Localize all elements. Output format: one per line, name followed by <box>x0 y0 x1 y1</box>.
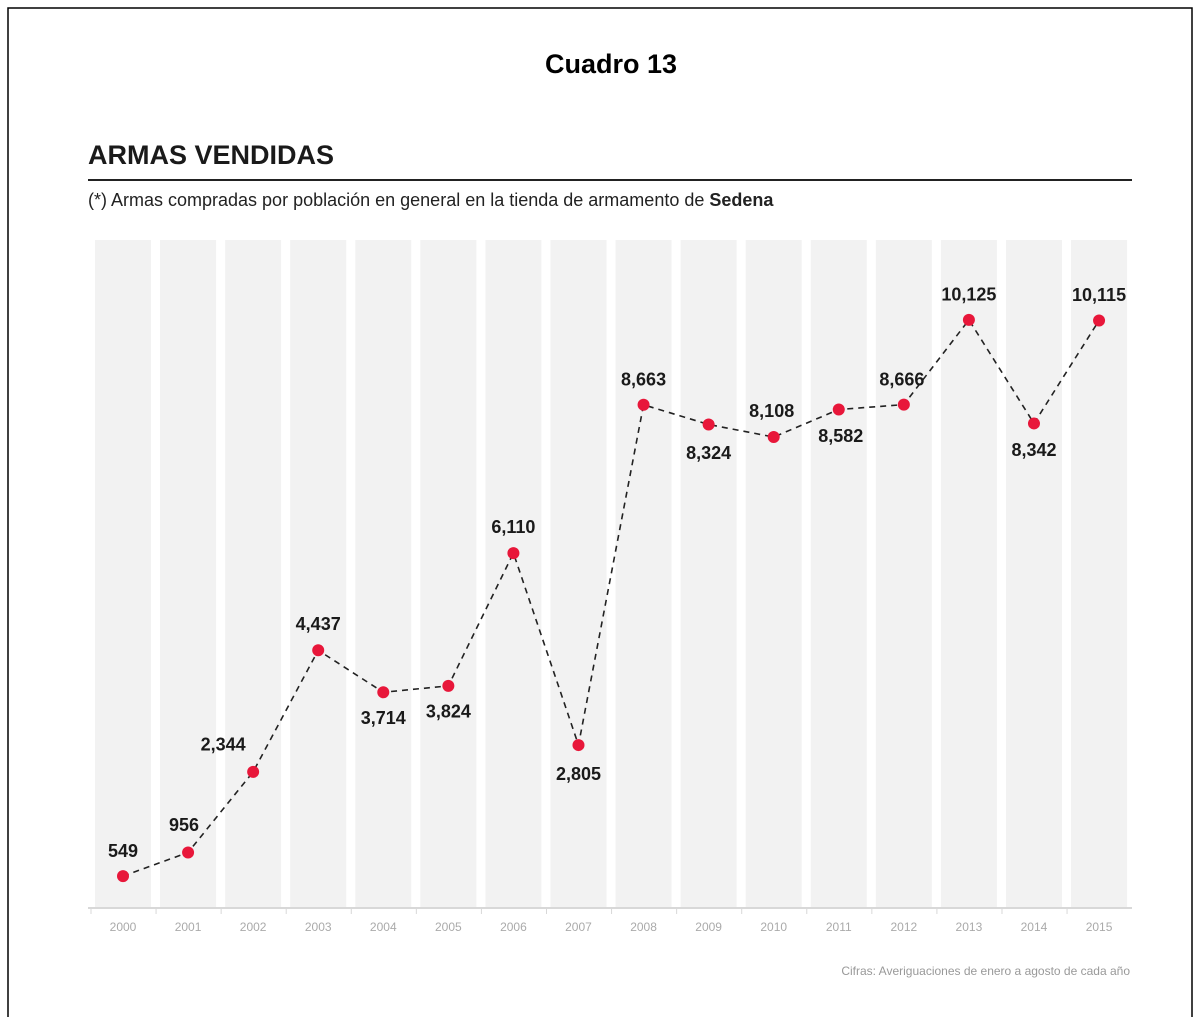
x-tick-label: 2007 <box>565 920 592 934</box>
category-band <box>1005 240 1062 908</box>
point <box>442 679 455 692</box>
category-band <box>225 240 282 908</box>
point <box>637 398 650 411</box>
data-label: 549 <box>108 841 138 861</box>
category-band <box>485 240 542 908</box>
point <box>247 765 260 778</box>
x-tick-label: 2001 <box>175 920 202 934</box>
source: Cifras: Averiguaciones de enero a agosto… <box>841 964 1130 978</box>
subtitle: (*) Armas compradas por población en gen… <box>88 190 774 210</box>
data-label: 3,824 <box>426 702 471 722</box>
category-band <box>940 240 997 908</box>
data-label: 8,663 <box>621 370 666 390</box>
data-label: 8,666 <box>879 369 924 389</box>
category-band <box>1071 240 1128 908</box>
data-label: 6,110 <box>491 517 535 537</box>
category-band <box>420 240 477 908</box>
x-tick-label: 2000 <box>110 920 137 934</box>
x-tick-label: 2013 <box>956 920 983 934</box>
x-tick-label: 2009 <box>695 920 722 934</box>
frame <box>7 7 1193 1022</box>
point <box>312 644 325 657</box>
point <box>832 403 845 416</box>
category-band <box>745 240 802 908</box>
data-label: 2,805 <box>556 764 601 784</box>
category-band <box>355 240 412 908</box>
data-label: 8,108 <box>749 401 794 421</box>
x-tick-label: 2003 <box>305 920 332 934</box>
point <box>117 870 129 883</box>
point <box>962 313 975 326</box>
x-tick-label: 2014 <box>1021 920 1048 934</box>
subtitle-emphasis: Sedena <box>709 190 774 210</box>
data-label: 956 <box>169 815 199 835</box>
category-band <box>95 240 151 908</box>
data-label: 3,714 <box>361 708 406 728</box>
data-label: 10,115 <box>1072 285 1126 305</box>
point <box>767 431 780 444</box>
point <box>1027 417 1040 430</box>
x-tick-label: 2010 <box>760 920 787 934</box>
x-tick-label: 2015 <box>1086 920 1113 934</box>
category-band <box>875 240 932 908</box>
data-label: 8,324 <box>686 443 731 463</box>
category-band <box>810 240 867 908</box>
x-tick-label: 2012 <box>890 920 917 934</box>
point <box>377 686 390 699</box>
subtitle-text: (*) Armas compradas por población en gen… <box>88 190 704 210</box>
x-tick-label: 2005 <box>435 920 462 934</box>
category-band <box>680 240 737 908</box>
category-band <box>160 240 217 908</box>
point <box>702 418 715 431</box>
chart-title: ARMAS VENDIDAS <box>88 140 334 170</box>
data-label: 4,437 <box>296 614 341 634</box>
point <box>507 547 520 560</box>
heading: Cuadro 13 <box>545 49 677 79</box>
point <box>572 739 585 752</box>
data-label: 2,344 <box>201 735 246 755</box>
category-band <box>290 240 347 908</box>
point <box>182 846 195 859</box>
x-tick-label: 2004 <box>370 920 397 934</box>
x-tick-label: 2006 <box>500 920 527 934</box>
data-label: 10,125 <box>941 285 996 305</box>
category-band <box>615 240 672 908</box>
x-tick-label: 2011 <box>826 920 852 934</box>
category-band <box>550 240 607 908</box>
x-tick-label: 2008 <box>630 920 657 934</box>
line <box>122 318 1100 877</box>
point <box>1093 314 1106 327</box>
data-label: 8,582 <box>818 426 863 446</box>
x-tick-label: 2002 <box>240 920 267 934</box>
point <box>897 398 910 411</box>
data-label: 8,342 <box>1011 440 1056 460</box>
